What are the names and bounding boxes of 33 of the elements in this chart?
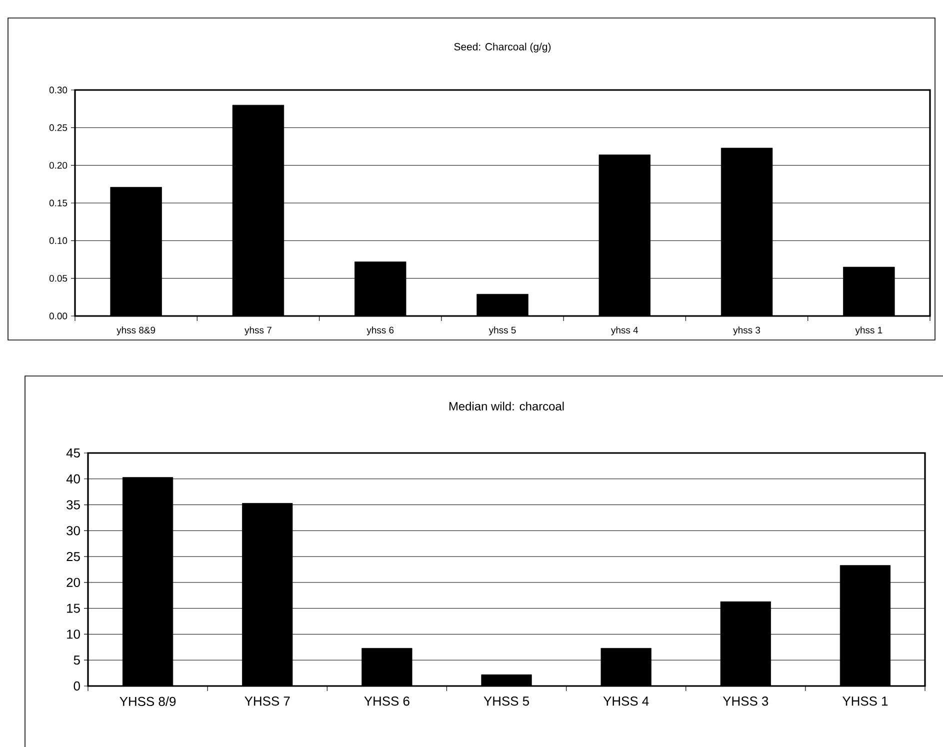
chart-title: Median wild: charcoal	[449, 402, 564, 410]
x-tick-label: YHSS 6	[364, 696, 410, 706]
chart-title: Seed: Charcoal (g/g)	[454, 42, 551, 52]
x-tick-label: yhss 8&9	[116, 326, 156, 336]
y-tick-label: 30	[66, 526, 80, 536]
x-tick-label: YHSS 8/9	[120, 696, 176, 706]
y-tick-label: 40	[66, 474, 80, 484]
y-tick-label: 0.20	[49, 162, 68, 169]
x-tick-label: YHSS 4	[603, 696, 649, 706]
y-tick-label: 20	[66, 578, 80, 588]
x-tick-label: yhss 6	[366, 326, 394, 336]
y-tick-label: 0.15	[49, 200, 68, 206]
y-tick-label: 0.00	[49, 312, 68, 320]
y-tick-label: 0.10	[49, 237, 68, 244]
x-tick-label: YHSS 5	[484, 696, 529, 706]
x-tick-label: YHSS 1	[842, 696, 888, 706]
y-tick-label: 10	[67, 630, 80, 639]
y-tick-label: 0.05	[49, 274, 68, 282]
y-tick-label: 35	[66, 500, 80, 510]
x-tick-label: YHSS 3	[722, 696, 768, 706]
x-tick-label: yhss 3	[733, 326, 760, 336]
y-tick-label: 0.30	[49, 86, 68, 94]
y-tick-label: 0.25	[49, 124, 68, 132]
y-tick-label: 45	[66, 448, 80, 458]
y-tick-label: 5	[74, 656, 80, 665]
y-tick-label: 0	[74, 681, 80, 691]
y-tick-label: 25	[66, 552, 80, 562]
x-tick-label: yhss 4	[610, 326, 638, 336]
y-tick-label: 15	[67, 604, 80, 613]
x-tick-label: yhss 5	[488, 326, 516, 336]
x-tick-label: yhss 1	[855, 326, 882, 336]
x-tick-label: yhss 7	[244, 326, 272, 336]
x-tick-label: YHSS 7	[244, 696, 290, 706]
